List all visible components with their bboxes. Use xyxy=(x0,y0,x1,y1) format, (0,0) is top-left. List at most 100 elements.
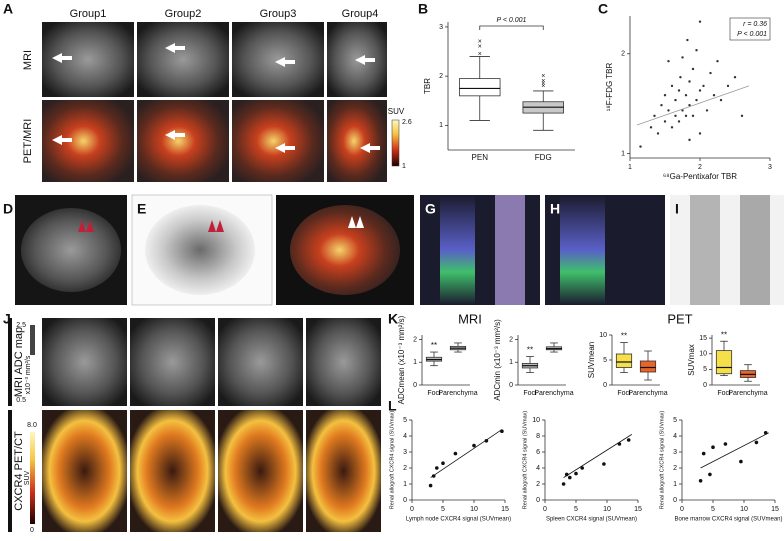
y-tick-label: 2 xyxy=(536,481,540,488)
outlier: × xyxy=(478,43,482,50)
pet-image xyxy=(306,410,381,532)
panel-label: F xyxy=(281,201,290,217)
point xyxy=(561,482,566,486)
y-tick-label: 3 xyxy=(439,24,443,31)
scale-min: 0 xyxy=(30,527,34,534)
y-tick-label: 4 xyxy=(403,433,407,440)
leg xyxy=(495,195,525,305)
point xyxy=(670,126,674,129)
bracket xyxy=(479,25,544,30)
x-tick-label: PEN xyxy=(472,153,489,162)
point xyxy=(441,461,445,466)
point xyxy=(711,445,715,450)
x-tick-label: 15 xyxy=(501,506,509,513)
x-axis-label: Lymph node CXCR4 signal (SUVmean) xyxy=(406,517,511,523)
y-tick-label: 15 xyxy=(699,335,707,342)
box xyxy=(459,78,501,97)
leg xyxy=(440,195,475,305)
x-tick-label: 5 xyxy=(441,506,445,513)
y-axis-label: TBR xyxy=(423,78,432,94)
x-tick-label: Parenchyma xyxy=(438,390,477,397)
fit-line xyxy=(563,434,633,478)
point xyxy=(698,132,702,135)
y-tick-label: 4 xyxy=(673,433,677,440)
column-header: Group1 xyxy=(70,8,107,20)
point xyxy=(649,126,653,129)
y-tick-label: 5 xyxy=(403,417,407,424)
pet-mri-image xyxy=(137,100,229,182)
box xyxy=(615,353,633,368)
y-tick-label: 1 xyxy=(403,481,407,488)
y-axis-label: SUVmean xyxy=(587,342,596,378)
point xyxy=(602,462,606,466)
y-axis-label: ¹⁸F-FDG TBR xyxy=(605,63,614,112)
y-tick-label: 1 xyxy=(439,122,443,129)
outlier: × xyxy=(541,78,545,85)
point xyxy=(705,109,709,112)
point xyxy=(733,75,737,79)
mri-image xyxy=(137,22,229,97)
image-panels xyxy=(8,22,784,532)
point xyxy=(719,98,723,102)
y-tick-label: 2 xyxy=(621,51,625,58)
x-axis-label: ⁶⁸Ga-Pentixafor TBR xyxy=(663,172,737,181)
x-tick-label: Foci xyxy=(617,390,631,397)
point xyxy=(667,109,670,112)
leg xyxy=(690,195,720,305)
y-tick-label: 2 xyxy=(403,465,407,472)
point xyxy=(708,472,712,477)
outlier: × xyxy=(541,80,545,87)
y-tick-label: 2 xyxy=(439,73,443,80)
row-header: MRI xyxy=(22,50,34,70)
annotation: ** xyxy=(431,341,437,350)
leg xyxy=(740,195,770,305)
point xyxy=(695,98,698,102)
point xyxy=(677,89,681,92)
point xyxy=(695,49,698,52)
y-tick-label: 3 xyxy=(403,449,407,456)
point xyxy=(674,98,677,102)
panel-label: I xyxy=(675,201,679,217)
row-header: PET/MRI xyxy=(22,119,34,164)
y-tick-label: 1 xyxy=(673,481,677,488)
point xyxy=(679,75,682,79)
point xyxy=(453,451,458,456)
scale-max: 2.5 xyxy=(16,322,26,329)
row-header: MRI ADC map xyxy=(13,327,25,397)
annotation: ** xyxy=(621,332,627,341)
point xyxy=(688,80,691,83)
unit: SUV xyxy=(24,470,31,485)
point xyxy=(677,120,681,123)
x-tick-label: 0 xyxy=(680,506,684,513)
point xyxy=(688,138,691,142)
y-tick-label: 5 xyxy=(603,357,607,364)
unit: x10⁻³ mm²/s xyxy=(25,355,32,394)
point xyxy=(691,67,695,71)
annotation-box xyxy=(729,17,771,41)
y-tick-label: 8 xyxy=(536,433,540,440)
point xyxy=(739,459,743,464)
pet-mri-image xyxy=(327,100,387,182)
panel-label: D xyxy=(3,201,13,217)
annotation: r = 0.36 xyxy=(743,21,767,28)
panel-label: J xyxy=(3,311,11,327)
annotation: P < 0.001 xyxy=(497,17,527,24)
panel-label: K xyxy=(388,311,398,327)
adc-image xyxy=(218,318,303,406)
x-tick-label: 3 xyxy=(768,164,772,171)
y-axis-label: ADCmin (x10⁻³ mm²/s) xyxy=(493,319,502,401)
y-tick-label: 5 xyxy=(673,417,677,424)
x-tick-label: 5 xyxy=(574,506,578,513)
fit-line xyxy=(636,85,750,126)
x-tick-label: Parenchyma xyxy=(534,390,573,397)
y-tick-label: 10 xyxy=(699,351,707,358)
point xyxy=(428,483,433,488)
point xyxy=(670,84,674,88)
arrows xyxy=(78,220,224,232)
colorbar-min: 1 xyxy=(402,163,406,170)
heading: MRI xyxy=(458,311,482,326)
annotation: P < 0.001 xyxy=(737,31,767,38)
x-tick-label: 1 xyxy=(628,164,632,171)
x-tick-label: 10 xyxy=(603,506,611,513)
y-axis-label: Renal allograft CXCR4 signal (SUVmax) xyxy=(389,411,395,510)
